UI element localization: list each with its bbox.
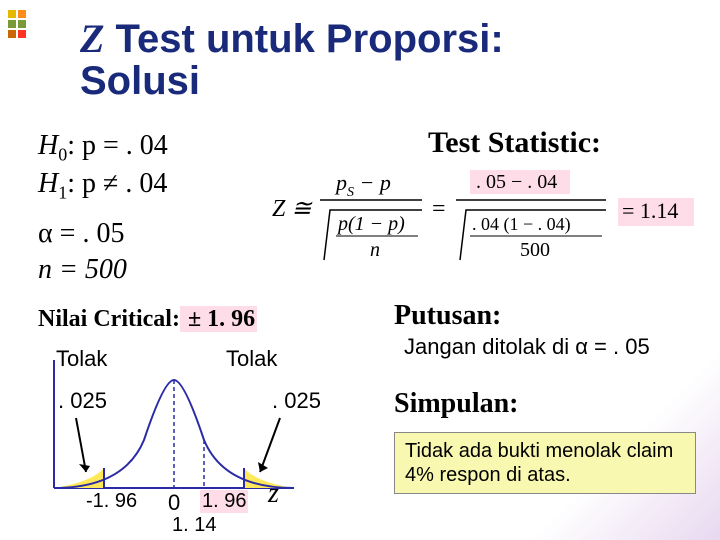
- title-z: Z: [80, 16, 104, 61]
- parameters-block: α = . 05 n = 500: [38, 216, 127, 289]
- z-axis-label: z: [268, 478, 279, 510]
- arrow-left-head: [79, 464, 90, 472]
- formula-den1-inner: p(1 − p): [336, 213, 405, 235]
- slide-title: Z Test untuk Proporsi: Solusi: [80, 18, 504, 102]
- corner-decoration: [6, 8, 46, 40]
- decision-label: Putusan:: [394, 300, 501, 332]
- nilai-value: ± 1. 96: [180, 306, 257, 332]
- tick-neg-196: -1. 96: [86, 490, 137, 513]
- arrow-right: [260, 418, 280, 472]
- reject-region-left: [54, 468, 104, 488]
- formula-num1: pS − p: [334, 170, 391, 200]
- title-line2: Solusi: [80, 59, 200, 103]
- alpha-line: α = . 05: [38, 216, 127, 252]
- tick-pos-196: 1. 96: [200, 490, 248, 513]
- formula-den2-bot: 500: [520, 239, 550, 261]
- n-line: n = 500: [38, 252, 127, 288]
- title-line1: Test untuk Proporsi:: [104, 17, 503, 61]
- conclusion-box: Tidak ada bukti menolak claim 4% respon …: [394, 432, 696, 494]
- formula-den2-top: . 04 (1 − . 04): [472, 214, 571, 235]
- formula-z: Z ≅: [272, 196, 313, 222]
- tick-zstat-114: 1. 14: [172, 514, 216, 537]
- test-statistic-label: Test Statistic:: [428, 126, 601, 160]
- critical-value-line: Nilai Critical: ± 1. 96: [38, 306, 257, 333]
- decision-text: Jangan ditolak di α = . 05: [404, 334, 650, 360]
- formula-result: = 1.14: [622, 198, 678, 223]
- formula-svg: Z ≅ pS − p p(1 − p) n = . 05 − . 04 . 04…: [272, 160, 702, 280]
- hypotheses-block: H0: p = . 04 H1: p ≠ . 04: [38, 128, 168, 204]
- formula-eq: =: [432, 196, 446, 222]
- tick-zero: 0: [168, 490, 180, 516]
- h1-line: H1: p ≠ . 04: [38, 166, 168, 204]
- conclusion-label: Simpulan:: [394, 388, 519, 420]
- nilai-label: Nilai Critical:: [38, 306, 180, 332]
- formula-den1-outer: n: [370, 239, 380, 261]
- h0-line: H0: p = . 04: [38, 128, 168, 166]
- formula-num2: . 05 − . 04: [476, 171, 557, 193]
- arrow-left: [76, 418, 86, 472]
